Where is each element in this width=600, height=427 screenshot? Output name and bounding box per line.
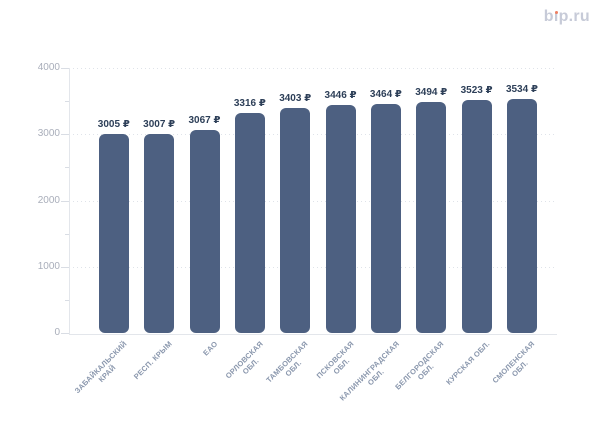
bip-ru-watermark: b ıp.ru [544,8,590,26]
bar [416,101,447,333]
bar [189,129,220,333]
x-axis-category-label: ОРЛОВСКАЯ ОБЛ. [223,339,265,381]
gridline [69,200,557,202]
watermark-i-stem: ı [553,8,559,25]
bar-value-label: 3464 ₽ [369,88,402,100]
bar [234,113,265,333]
y-axis-tick-label: 4000 [37,62,60,73]
y-axis-major-tick [61,68,69,69]
bar-value-label: 3067 ₽ [188,114,221,126]
watermark-i-dot-icon [554,10,559,15]
y-axis-tick-label: 0 [54,327,60,338]
watermark-letter-b: b [543,8,554,25]
x-axis-category-label: СМОЛЕНСКАЯ ОБЛ. [490,339,537,386]
bar [506,98,537,333]
bar-value-label: 3523 ₽ [460,84,493,96]
x-axis-category-label: ЗАБАЙКАЛЬСКИЙ КРАЙ [72,339,129,396]
bar-value-label: 3403 ₽ [279,92,312,104]
bar-value-label: 3005 ₽ [97,118,130,130]
y-axis-major-tick [61,134,69,136]
y-axis-line [69,68,70,334]
gridline [69,134,557,136]
bar-value-label: 3446 ₽ [324,89,357,101]
bar-value-label: 3007 ₽ [143,118,176,130]
y-axis-tick-label: 3000 [37,128,60,140]
bar [144,133,175,333]
bar-value-label: 3494 ₽ [415,86,448,98]
bar [98,133,129,333]
bar [461,99,492,333]
gridline [69,266,557,268]
bar [370,103,401,333]
bar-value-label: 3316 ₽ [233,98,266,110]
bar [325,104,356,333]
y-axis-major-tick [61,200,69,202]
y-axis-minor-tick [65,299,69,301]
x-axis-line [69,334,557,335]
x-axis-category-label: РЕСП. КРЫМ [131,339,174,382]
y-axis-minor-tick [65,101,69,103]
y-axis-tick-label: 1000 [37,260,60,272]
y-axis-major-tick [61,266,69,268]
x-axis-category-label: ЕАО [200,339,220,358]
watermark-letter-i: ı [554,8,559,26]
gridline [69,68,557,69]
y-axis-minor-tick [65,233,69,235]
y-axis-major-tick [61,333,69,334]
x-axis-category-label: ТАМБОВСКАЯ ОБЛ. [264,339,310,385]
bar [280,107,311,333]
y-axis-minor-tick [65,167,69,169]
bar-value-label: 3534 ₽ [505,83,538,95]
watermark-letters-rest: p.ru [558,8,590,25]
y-axis-tick-label: 2000 [37,194,60,206]
x-axis-category-label: КУРСКАЯ ОБЛ. [443,339,492,387]
